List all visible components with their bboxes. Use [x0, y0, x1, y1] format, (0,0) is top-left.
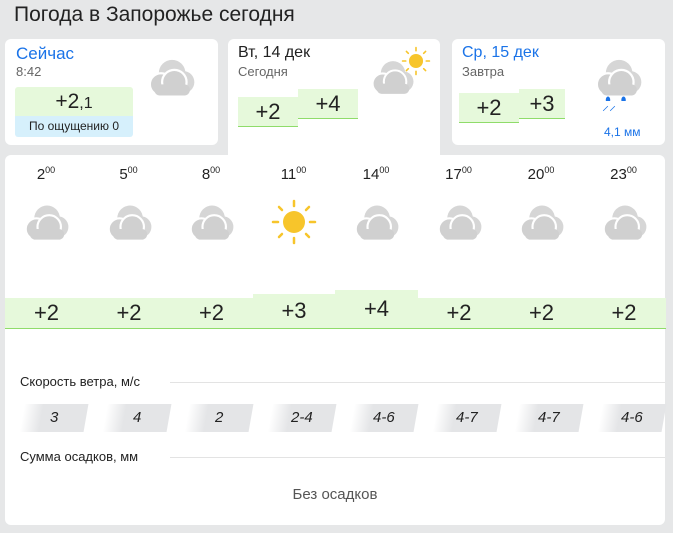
divider: [170, 457, 665, 458]
cloudy-icon: [24, 204, 70, 241]
hour-column: 500: [88, 165, 170, 247]
hour-label: 1700: [445, 165, 472, 183]
wind-speed: 4-6: [597, 404, 666, 432]
rain-drops-icon: ⸝⸝: [602, 97, 616, 113]
precip-value: Без осадков: [292, 486, 378, 503]
partly-cloudy-icon: [371, 60, 415, 95]
today-card[interactable]: Вт, 14 дек Сегодня +2 +4: [228, 39, 440, 164]
hour-column: 2000: [500, 165, 582, 247]
rain-icon: [595, 58, 643, 101]
hour-column: 1700: [418, 165, 500, 247]
wind-speed: 2-4: [267, 404, 336, 432]
now-card[interactable]: Сейчас 8:42 +2,1 По ощущению 0: [5, 39, 218, 145]
hour-label: 500: [119, 165, 138, 183]
wind-speed: 3: [19, 404, 89, 432]
hour-column: 800: [170, 165, 252, 247]
cloudy-icon: [354, 204, 400, 241]
cloudy-icon: [437, 204, 482, 241]
hour-temp: +2: [582, 298, 666, 329]
now-label: Сейчас: [16, 44, 75, 63]
hour-column: 2300: [583, 165, 665, 247]
tomorrow-min: +2: [459, 93, 519, 123]
today-sub: Сегодня: [238, 64, 288, 79]
wind-speed: 4-7: [514, 404, 584, 432]
hour-temp: +3: [252, 294, 336, 329]
tomorrow-max: +3: [519, 89, 565, 119]
hour-label: 2000: [527, 165, 555, 183]
feels-like: По ощущению 0: [15, 116, 133, 137]
hour-column: 200: [5, 165, 87, 247]
hour-label: 1100: [280, 165, 307, 183]
cloudy-icon: [107, 204, 152, 241]
today-max: +4: [298, 89, 358, 119]
wind-speed: 2: [184, 404, 254, 432]
sun-icon: [271, 199, 316, 245]
now-temp: +2: [55, 90, 80, 113]
wind-speed: 4-6: [349, 404, 419, 432]
tomorrow-card[interactable]: Ср, 15 дек Завтра +2 +3 ⸝⸝ 4,1 мм: [452, 39, 665, 145]
tomorrow-date: Ср, 15 дек: [462, 44, 539, 61]
hour-temp: +4: [335, 290, 418, 329]
hour-label: 2300: [610, 165, 637, 183]
cloudy-icon: [519, 204, 565, 241]
hour-label: 800: [201, 165, 221, 183]
wind-label: Скорость ветра, м/с: [20, 374, 148, 389]
hour-column: 1100: [253, 165, 335, 247]
hour-temp: +2: [170, 298, 253, 329]
cloudy-icon: [602, 204, 647, 241]
today-min: +2: [238, 97, 298, 127]
hour-temp: +2: [87, 298, 171, 329]
hour-label: 1400: [362, 165, 390, 183]
precip-label: Сумма осадков, мм: [20, 449, 147, 464]
now-temp-frac: ,1: [79, 95, 93, 112]
hour-temp: +2: [417, 298, 501, 329]
today-date: Вт, 14 дек: [238, 44, 311, 61]
now-time: 8:42: [16, 64, 42, 79]
now-temp-box: +2,1 По ощущению 0: [15, 87, 133, 137]
wind-speed: 4: [102, 404, 171, 432]
hour-temp: +2: [500, 298, 583, 329]
cloudy-icon: [148, 58, 196, 97]
wind-speed: 4-7: [432, 404, 501, 432]
tomorrow-sub: Завтра: [462, 64, 505, 79]
divider: [170, 382, 665, 383]
tomorrow-precip: 4,1 мм: [604, 125, 641, 139]
hour-column: 1400: [335, 165, 417, 247]
cloudy-icon: [189, 204, 235, 241]
hour-label: 200: [36, 165, 56, 183]
page-title: Погода в Запорожье сегодня: [14, 3, 295, 26]
hour-temp: +2: [5, 298, 88, 329]
